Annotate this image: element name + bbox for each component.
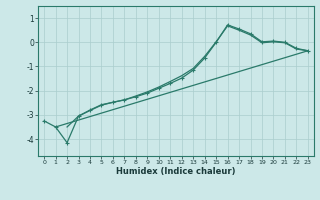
X-axis label: Humidex (Indice chaleur): Humidex (Indice chaleur)	[116, 167, 236, 176]
